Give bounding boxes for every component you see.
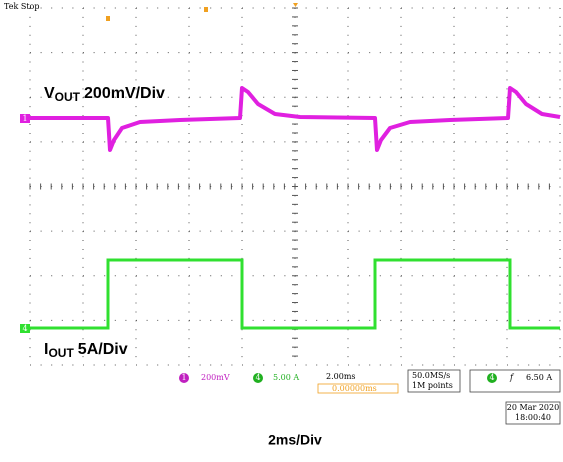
vout-label: VOUT 200mV/Div [44, 85, 165, 104]
ch1-marker-label: 1 [22, 114, 27, 123]
record-length: 1M points [412, 381, 453, 390]
sample-rate: 50.0MS/s [412, 371, 450, 380]
iout-sub: OUT [48, 346, 74, 360]
ch4-scale: 5.00 A [273, 373, 299, 382]
trigger-arrow [293, 3, 298, 7]
vout-sub: OUT [55, 90, 81, 104]
vout-main: V [44, 85, 55, 102]
trigger-symbol: f [509, 373, 515, 382]
ch4-badge-label: 4 [255, 373, 260, 382]
iout-label: IOUT 5A/Div [44, 341, 128, 360]
ch1-scale: 200mV [201, 373, 230, 382]
trigger-badge-label: 4 [489, 373, 494, 382]
vout-scale: 200mV/Div [84, 85, 165, 102]
ch4-badge [253, 373, 263, 383]
date-box [505, 401, 561, 425]
trigger-badge [487, 373, 497, 383]
ch4-marker-label: 4 [22, 324, 27, 333]
ch4-marker [20, 324, 30, 333]
trigger-marker [204, 7, 208, 12]
delay-box [317, 383, 399, 394]
ch1-badge [179, 373, 189, 383]
trigger-position-marker [106, 16, 110, 21]
status-text: Tek Stop [4, 2, 39, 11]
graticule [29, 7, 561, 366]
iout-trace [30, 258, 560, 330]
timebase-caption: 2ms/Div [268, 432, 322, 448]
ch1-badge-label: 1 [181, 373, 186, 382]
date: 20 Mar 2020 [507, 403, 559, 412]
delay: 0.00000ms [332, 384, 377, 393]
vout-trace [30, 86, 561, 152]
iout-main: I [44, 341, 48, 358]
iout-scale: 5A/Div [78, 341, 128, 358]
trigger-level: 6.50 A [526, 373, 552, 382]
acquisition-box [407, 369, 461, 393]
trigger-box [469, 369, 561, 393]
time: 18:00:40 [515, 413, 551, 422]
ch1-marker [20, 114, 30, 123]
timebase: 2.00ms [326, 372, 356, 381]
